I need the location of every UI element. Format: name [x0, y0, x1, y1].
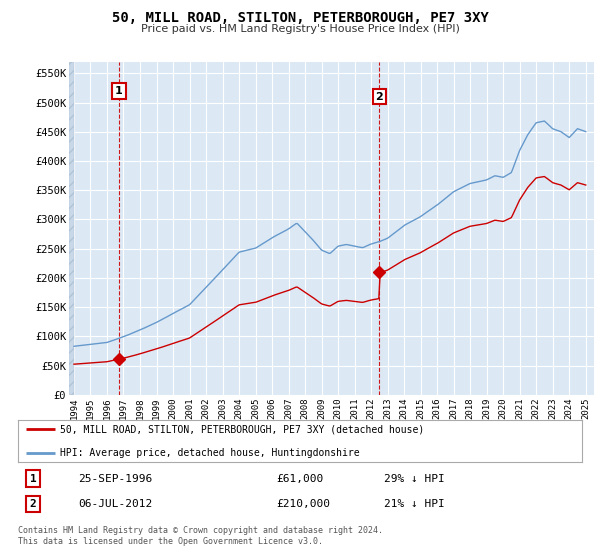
- Text: 2: 2: [376, 92, 383, 102]
- Text: 29% ↓ HPI: 29% ↓ HPI: [384, 474, 445, 484]
- Text: Price paid vs. HM Land Registry's House Price Index (HPI): Price paid vs. HM Land Registry's House …: [140, 24, 460, 34]
- Text: Contains HM Land Registry data © Crown copyright and database right 2024.
This d: Contains HM Land Registry data © Crown c…: [18, 526, 383, 546]
- Text: 25-SEP-1996: 25-SEP-1996: [78, 474, 152, 484]
- Polygon shape: [69, 62, 74, 395]
- Text: 06-JUL-2012: 06-JUL-2012: [78, 499, 152, 509]
- Text: HPI: Average price, detached house, Huntingdonshire: HPI: Average price, detached house, Hunt…: [60, 448, 360, 458]
- Text: 1: 1: [115, 86, 123, 96]
- Text: 21% ↓ HPI: 21% ↓ HPI: [384, 499, 445, 509]
- Text: £210,000: £210,000: [276, 499, 330, 509]
- Text: 1: 1: [29, 474, 37, 484]
- Text: £61,000: £61,000: [276, 474, 323, 484]
- Text: 50, MILL ROAD, STILTON, PETERBOROUGH, PE7 3XY (detached house): 50, MILL ROAD, STILTON, PETERBOROUGH, PE…: [60, 424, 425, 434]
- Text: 2: 2: [29, 499, 37, 509]
- Text: 50, MILL ROAD, STILTON, PETERBOROUGH, PE7 3XY: 50, MILL ROAD, STILTON, PETERBOROUGH, PE…: [112, 11, 488, 25]
